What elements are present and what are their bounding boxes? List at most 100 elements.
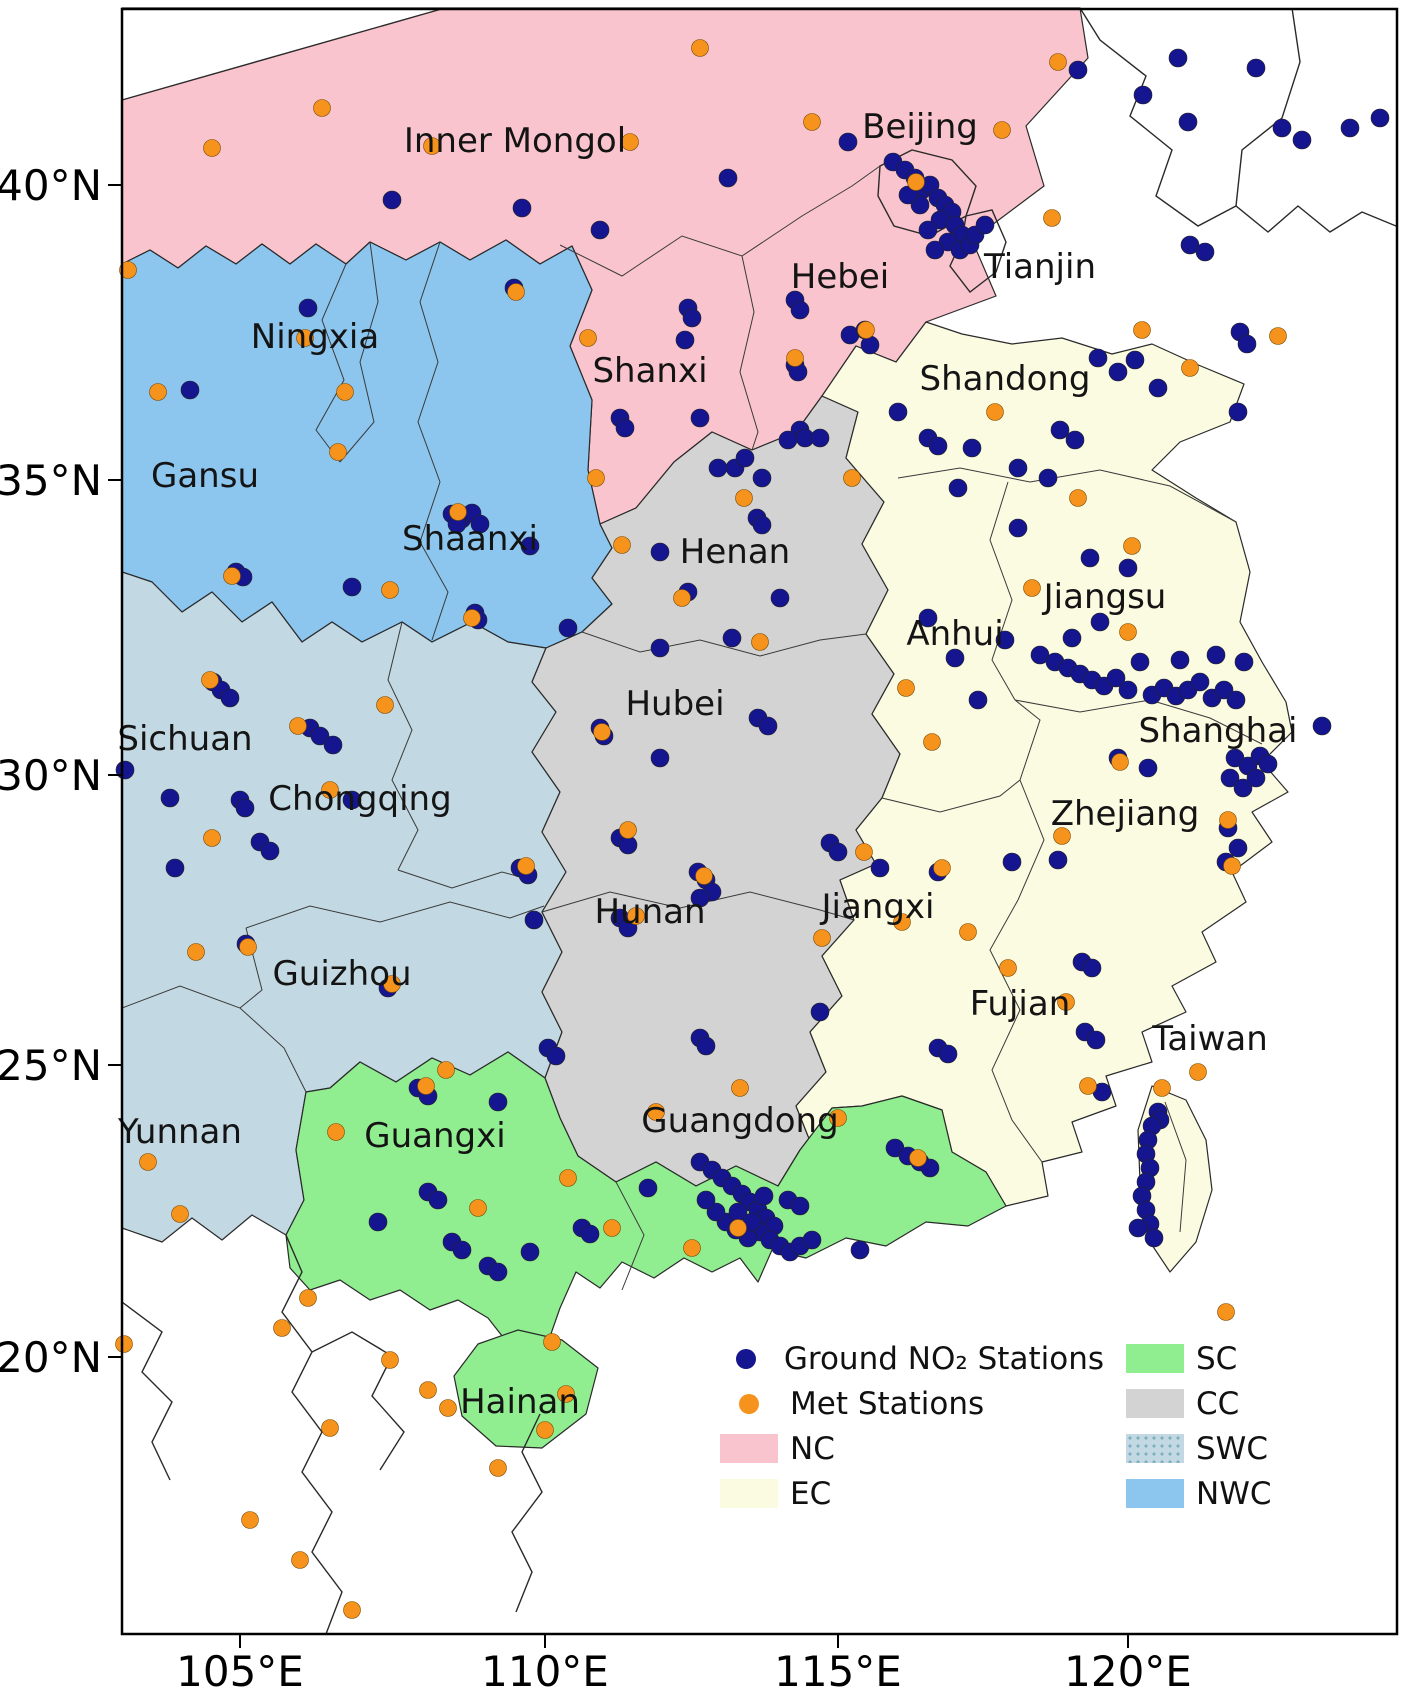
legend-swatch-cell <box>712 1434 786 1463</box>
met-station-dot <box>857 321 875 339</box>
no2-station-dot <box>1062 628 1082 648</box>
met-station-dot <box>613 536 631 554</box>
met-station-dot <box>489 1459 507 1477</box>
met-station-dot <box>517 857 535 875</box>
country-outline <box>511 1413 543 1613</box>
no2-station-dot <box>708 458 728 478</box>
met-station-dot <box>115 1335 133 1353</box>
met-station-dot <box>383 975 401 993</box>
no2-station-dot <box>898 185 918 205</box>
met-station-dot <box>993 121 1011 139</box>
legend-item-sc: SC <box>1118 1336 1272 1381</box>
no2-station-dot <box>918 608 938 628</box>
met-station-dot <box>419 1381 437 1399</box>
met-station-dot <box>313 99 331 117</box>
met-station-dot <box>897 679 915 697</box>
met-station-dot <box>1023 579 1041 597</box>
no2-station-dot <box>512 198 532 218</box>
no2-station-dot <box>995 630 1015 650</box>
no2-station-dot <box>1130 652 1150 672</box>
no2-station-dot <box>310 726 330 746</box>
met-station-dot <box>439 1399 457 1417</box>
no2-station-dot <box>220 688 240 708</box>
met-station-dot <box>536 1421 554 1439</box>
no2-station-dot <box>298 298 318 318</box>
met-station-dot <box>909 1149 927 1167</box>
met-station-dot <box>507 283 525 301</box>
province-label-shanghai: Shanghai <box>1139 711 1298 751</box>
no2-station-dot <box>1237 334 1257 354</box>
no2-station-dot <box>718 168 738 188</box>
met-station-dot <box>579 329 597 347</box>
met-station-dot <box>381 1351 399 1369</box>
no2-station-dot <box>1048 850 1068 870</box>
no2-station-dot <box>1088 348 1108 368</box>
region-nwc <box>121 239 613 649</box>
no2-station-dot <box>1038 468 1058 488</box>
met-station-dot <box>627 907 645 925</box>
x-axis-tick-label: 105°E <box>176 1647 304 1696</box>
country-outline <box>1079 7 1397 233</box>
legend-item-ec: EC <box>712 1471 1104 1516</box>
met-station-dot <box>1153 1079 1171 1097</box>
no2-station-dot <box>1312 716 1332 736</box>
met-station-dot <box>1189 1063 1207 1081</box>
province-border <box>881 779 1021 813</box>
province-border <box>989 481 1016 701</box>
no2-station-dot <box>1068 60 1088 80</box>
no2-station-dot <box>918 220 938 240</box>
province-border <box>121 985 307 1093</box>
no2-station-dot <box>1148 378 1168 398</box>
legend-label-no2: Ground NO₂ Stations <box>783 1340 1104 1377</box>
met-station-dot <box>336 383 354 401</box>
legend-swatch-cell <box>1118 1389 1192 1418</box>
met-station-dot <box>273 1319 291 1337</box>
no2-station-dot <box>1190 672 1210 692</box>
y-axis-tick-label: 20°N <box>0 1333 102 1382</box>
met-station-dot <box>463 609 481 627</box>
no2-station-dot <box>638 1178 658 1198</box>
no2-station-dot <box>1108 362 1128 382</box>
met-station-dot <box>559 1169 577 1187</box>
no2-station-dot <box>975 215 995 235</box>
sc-region-swatch <box>1126 1344 1184 1373</box>
met-station-dot <box>1043 209 1061 227</box>
met-station-dot <box>119 261 137 279</box>
ec-region-swatch <box>720 1479 778 1508</box>
no2-station-dot <box>735 448 755 468</box>
no2-station-dot <box>1226 690 1246 710</box>
no2-station-dot <box>368 1212 388 1232</box>
met-station-dot <box>843 469 861 487</box>
met-station-dot <box>449 503 467 521</box>
met-station-dot <box>673 589 691 607</box>
country-outline <box>1235 7 1301 207</box>
legend-label-ec: EC <box>790 1475 832 1512</box>
met-station-dot <box>1217 1303 1235 1321</box>
met-station-dot <box>959 923 977 941</box>
no2-station-dot <box>650 542 670 562</box>
province-label-hunan: Hunan <box>594 892 705 932</box>
no2-station-dot <box>520 536 540 556</box>
no2-station-dot <box>1082 958 1102 978</box>
province-label-guizhou: Guizhou <box>272 954 411 994</box>
no2-station-dot <box>1195 242 1215 262</box>
met-station-dot <box>683 1239 701 1257</box>
met-station-dot <box>1079 1077 1097 1095</box>
no2-station-dot <box>752 468 772 488</box>
no2-station-dot <box>722 628 742 648</box>
y-axis-tick-label: 40°N <box>0 161 102 210</box>
no2-station-dot <box>1144 1228 1164 1248</box>
province-label-henan: Henan <box>680 532 790 572</box>
no2-station-dot <box>382 190 402 210</box>
no2-station-dot <box>1168 48 1188 68</box>
met-station-dot <box>139 1153 157 1171</box>
met-station-dot <box>239 938 257 956</box>
legend-item-met-stations: Met Stations <box>712 1381 1104 1426</box>
met-station-dot <box>201 671 219 689</box>
legend-item-swc: SWC <box>1118 1426 1272 1471</box>
no2-station-dot <box>520 1242 540 1262</box>
no2-station-dot <box>650 748 670 768</box>
y-axis-tick-label: 25°N <box>0 1041 102 1090</box>
region-sc-hainan <box>453 1329 599 1449</box>
met-station-dot <box>299 1289 317 1307</box>
